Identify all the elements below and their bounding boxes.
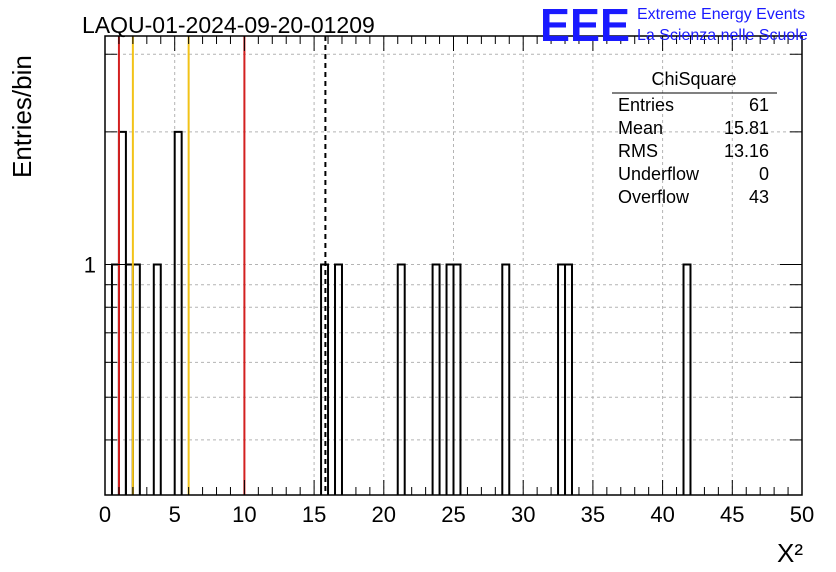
y-axis-label: Entries/bin [7,55,37,178]
stats-box: ChiSquare Entries 61 Mean 15.81 RMS 13.1… [612,69,777,207]
x-tick-label: 50 [790,502,814,527]
histogram-bin [564,263,573,495]
stats-value-mean: 15.81 [724,118,769,138]
stats-value-overflow: 43 [749,187,769,207]
x-tick-label: 25 [441,502,465,527]
logo-line-1: Extreme Energy Events [637,6,805,23]
logo-mark: EEE [540,0,630,51]
eee-logo: EEE Extreme Energy Events La Scienza nel… [540,0,808,51]
stats-label-overflow: Overflow [618,187,690,207]
reference-lines [117,36,327,495]
stats-label-entries: Entries [618,95,674,115]
x-tick-label: 5 [169,502,181,527]
x-tick-label: 10 [232,502,256,527]
x-tick-label: 20 [372,502,396,527]
stats-value-entries: 61 [749,95,769,115]
x-tick-label: 35 [581,502,605,527]
y-tick-label: 1 [84,253,96,278]
x-axis-label: X² [777,538,803,568]
stats-value-underflow: 0 [759,164,769,184]
stats-header: ChiSquare [651,69,736,89]
stats-value-rms: 13.16 [724,141,769,161]
chart-title: LAQU-01-2024-09-20-01209 [82,12,375,38]
stats-label-mean: Mean [618,118,663,138]
histogram-bin [334,263,343,495]
histogram-bin [173,130,183,495]
y-axis: 1 [84,53,802,441]
logo-line-2: La Scienza nelle Scuole [637,27,808,44]
stats-label-underflow: Underflow [618,164,700,184]
x-tick-label: 45 [720,502,744,527]
histogram-bin [682,263,692,495]
x-tick-label: 30 [511,502,535,527]
histogram-bin [431,263,441,495]
x-tick-label: 15 [302,502,326,527]
histogram-bin [152,263,162,495]
histogram-bin [452,263,462,495]
histogram-bin [501,263,511,495]
x-tick-label: 0 [99,502,111,527]
stats-label-rms: RMS [618,141,658,161]
x-axis: 0 5 10 15 20 25 30 35 40 45 50 [99,36,814,527]
x-tick-label: 40 [650,502,674,527]
histogram-bin [396,263,406,495]
